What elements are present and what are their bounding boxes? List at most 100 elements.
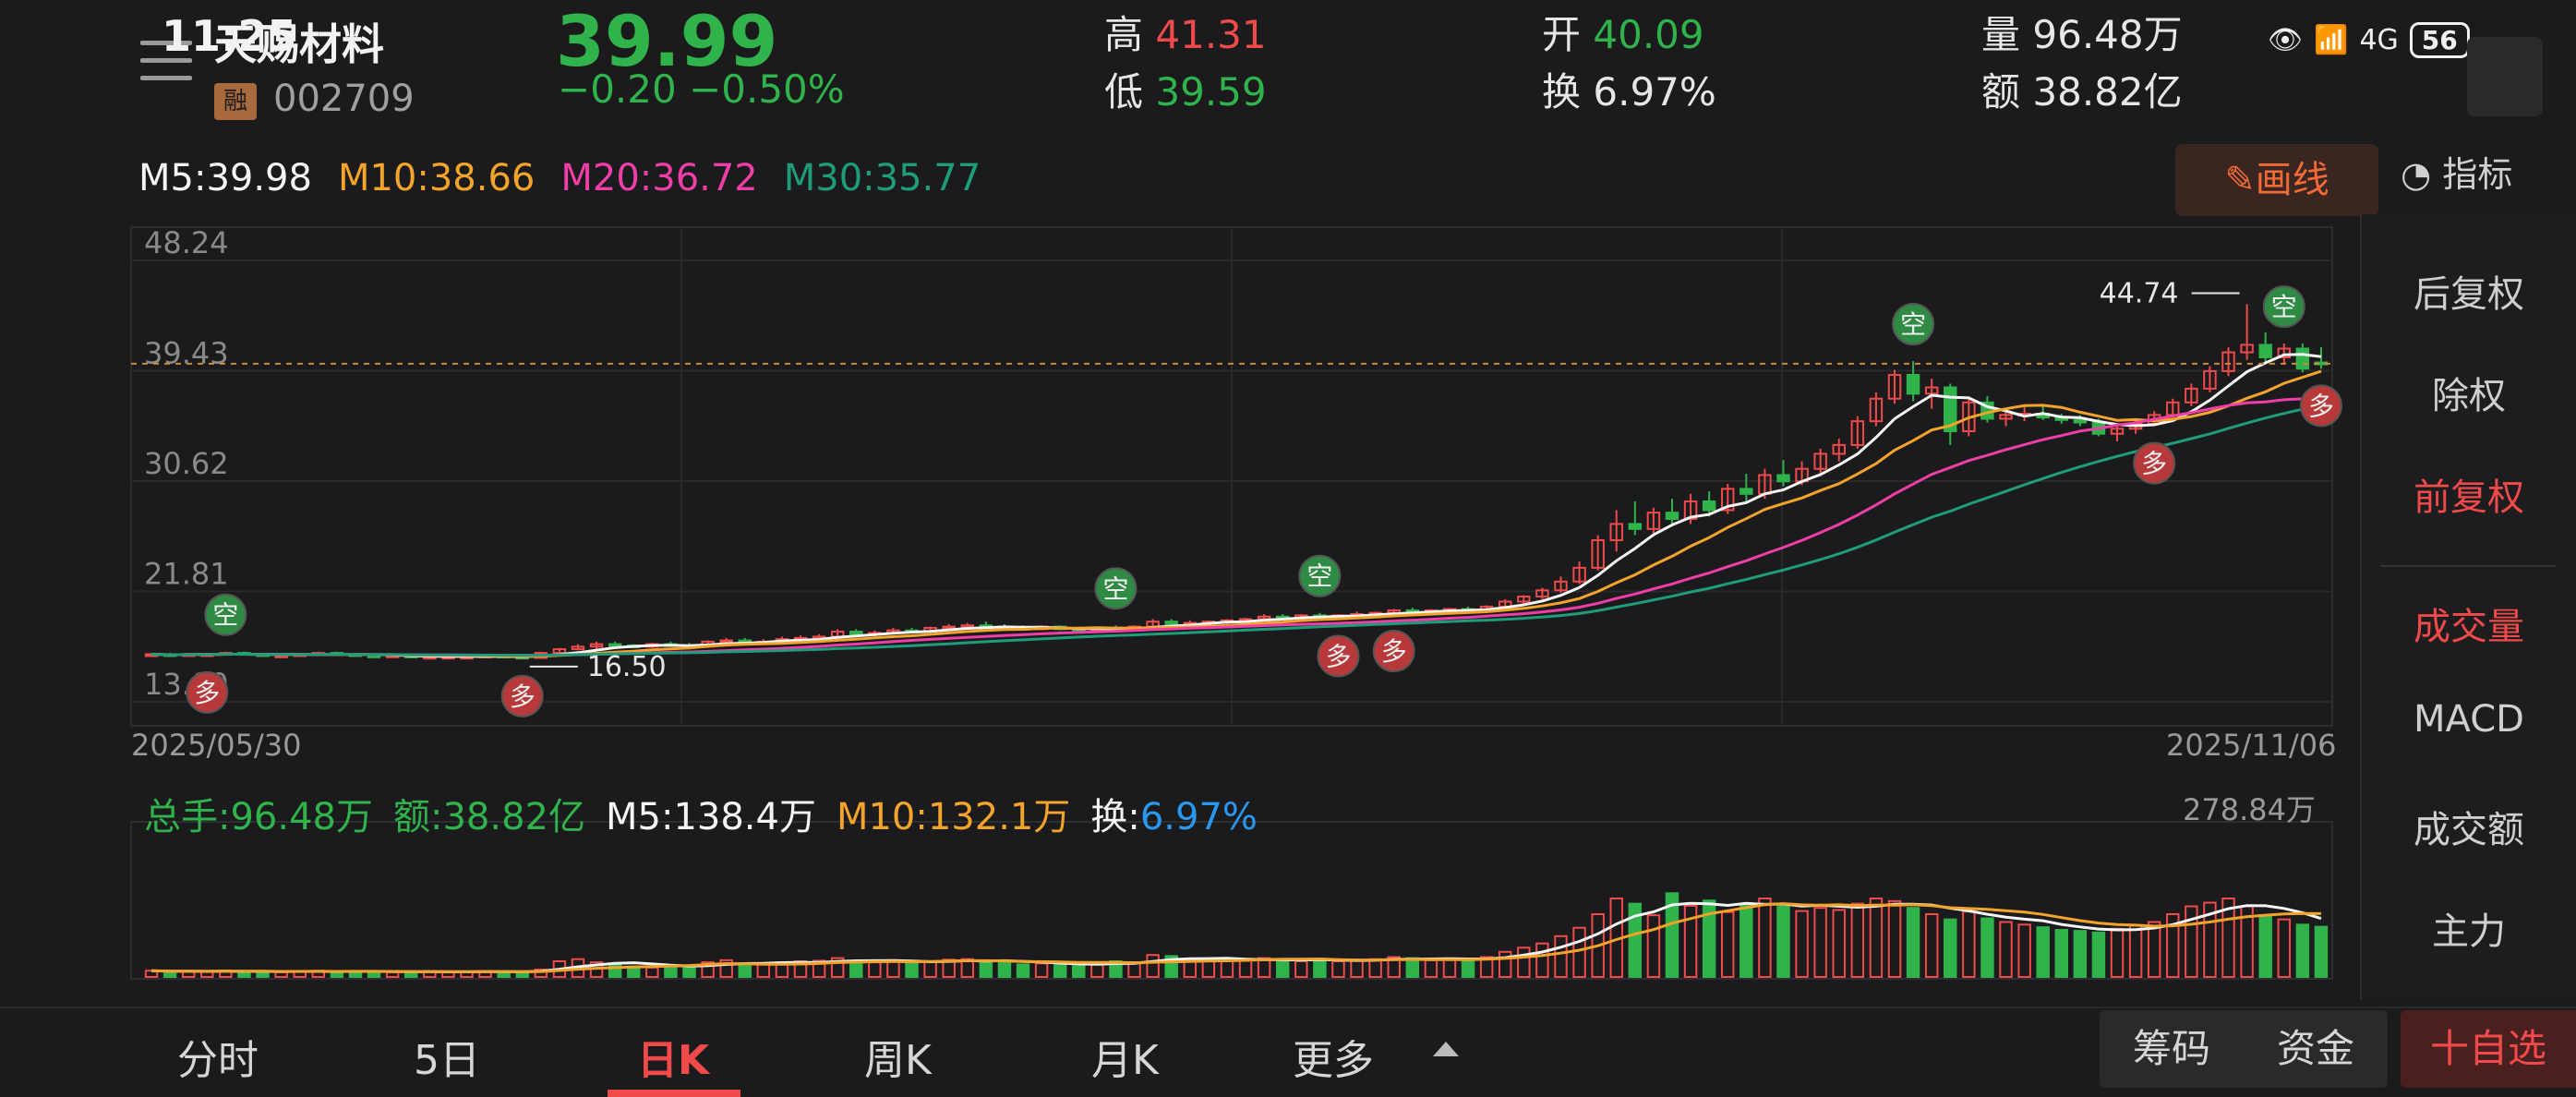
menu-icon[interactable] — [140, 41, 192, 87]
short-signal-marker — [1298, 554, 1342, 597]
candle-body — [719, 639, 733, 644]
amount-value: 38.82亿 — [2032, 69, 2183, 115]
signal-4g-icon: 4G — [2359, 23, 2399, 56]
candle-body — [1906, 373, 1920, 395]
volume-bar — [1646, 914, 1661, 978]
volume-bar — [1053, 963, 1067, 978]
short-signal-text: 空 — [1306, 561, 1332, 592]
volume-bar — [719, 958, 733, 979]
volume-bar — [1535, 942, 1549, 978]
x-end-date: 2025/11/06 — [2166, 728, 2337, 763]
amount-label: 额 — [1981, 69, 2021, 115]
side-item-ex-rights[interactable]: 除权 — [2432, 375, 2506, 417]
long-signal-text: 多 — [2308, 391, 2334, 421]
candle-body — [1887, 373, 1902, 400]
side-item-forward-adjust[interactable]: 前复权 — [2413, 476, 2524, 519]
volume-bar — [923, 960, 937, 978]
tab-weekly-k[interactable]: 周K — [864, 1037, 932, 1084]
draw-line-button[interactable]: ✎画线 — [2175, 144, 2378, 216]
tab-5day[interactable]: 5日 — [414, 1037, 480, 1084]
side-item-backward-adjust[interactable]: 后复权 — [2413, 273, 2524, 316]
volume-stat: 量 96.48万 — [1981, 4, 2183, 60]
candle-body — [2073, 418, 2088, 424]
candle-body — [552, 648, 567, 655]
tab-monthly-k[interactable]: 月K — [1091, 1037, 1159, 1084]
candle-body — [1646, 512, 1661, 530]
stock-name: 天赐材料 — [214, 19, 384, 69]
volume-bar — [2128, 924, 2143, 979]
volume-bar — [1294, 960, 1308, 978]
max-price-label: 44.74 — [2100, 277, 2179, 309]
ma5-line — [150, 353, 2322, 658]
pencil-icon: ✎ — [2224, 159, 2256, 201]
short-signal-text: 空 — [212, 600, 238, 631]
side-item-main-force[interactable]: 主力 — [2432, 910, 2506, 953]
short-signal-text: 空 — [2271, 292, 2297, 322]
volume-bar — [2054, 929, 2068, 978]
volume-bar — [2277, 918, 2292, 978]
long-signal-marker — [2133, 441, 2176, 485]
long-signal-marker — [2299, 384, 2342, 428]
eye-icon: 👁 — [2268, 23, 2304, 56]
volume-bar — [2110, 927, 2125, 979]
volume-turnover-value: 6.97% — [1139, 796, 1258, 838]
short-signal-marker — [1892, 303, 1935, 346]
volume-bar — [1944, 918, 1957, 978]
volume-bar — [1758, 898, 1772, 978]
indicator-button[interactable]: ◔ 指标 — [2401, 146, 2512, 197]
volume-m10: M10:132.1万 — [836, 796, 1071, 838]
volume-max-label: 278.84万 — [2183, 792, 2316, 827]
candle-body — [1572, 566, 1586, 583]
total-volume: 总手:96.48万 — [144, 796, 373, 838]
candle-body — [608, 643, 622, 647]
candle-body — [571, 645, 585, 651]
volume-bar — [682, 965, 696, 979]
side-item-volume[interactable]: 成交量 — [2413, 606, 2524, 648]
ma30-label: M30:35.77 — [783, 157, 981, 199]
volume-bar — [1479, 956, 1494, 978]
candle-body — [2221, 351, 2235, 372]
volume-bar — [2221, 898, 2235, 978]
volume-bar — [1034, 962, 1049, 979]
tab-intraday[interactable]: 分时 — [177, 1037, 259, 1084]
chips-button[interactable]: 筹码 — [2100, 1010, 2244, 1088]
volume-bar — [1813, 907, 1827, 978]
volume-bar — [1072, 964, 1086, 978]
add-favorite-button[interactable]: 十自选 — [2401, 1010, 2576, 1088]
candle-body — [1739, 488, 1753, 495]
long-signal-marker — [186, 670, 229, 714]
side-item-amount[interactable]: 成交额 — [2413, 809, 2524, 851]
status-time: 11:25 — [162, 11, 297, 61]
open-stat: 开 40.09 — [1542, 4, 1704, 60]
volume-bar — [2185, 905, 2198, 978]
tab-daily-k[interactable]: 日K — [637, 1037, 710, 1084]
open-label: 开 — [1542, 12, 1582, 57]
total-amount: 额:38.82亿 — [393, 796, 585, 838]
high-label: 高 — [1104, 12, 1144, 57]
candle-body — [2240, 344, 2254, 354]
candle-body — [1591, 539, 1605, 569]
side-item-macd[interactable]: MACD — [2413, 698, 2524, 741]
tab-more[interactable]: 更多 — [1293, 1037, 1374, 1084]
volume-bar — [738, 962, 752, 979]
volume-bar — [1739, 903, 1753, 979]
volume-bar — [1368, 958, 1382, 979]
turnover-value: 6.97% — [1593, 69, 1716, 115]
candle-body — [1517, 596, 1531, 603]
volume-turnover: 换:6.97% — [1090, 787, 1258, 840]
high-stat: 高 41.31 — [1104, 4, 1267, 60]
candle-body — [2185, 387, 2198, 404]
volume-bar — [1016, 963, 1030, 978]
volume-legend: 总手:96.48万 额:38.82亿 M5:138.4万 M10:132.1万 … — [144, 787, 1258, 840]
volume-bar — [1424, 958, 1438, 979]
volume-bar — [2295, 923, 2310, 978]
stock-code: 002709 — [273, 78, 415, 120]
volume-bar — [1572, 926, 1586, 978]
volume-bar — [960, 958, 974, 979]
window-toggle-button[interactable] — [2467, 37, 2543, 116]
funds-button[interactable]: 资金 — [2244, 1010, 2388, 1088]
tab-active-indicator — [608, 1090, 740, 1097]
chevron-up-icon[interactable] — [1433, 1042, 1459, 1056]
long-signal-text: 多 — [510, 681, 536, 712]
